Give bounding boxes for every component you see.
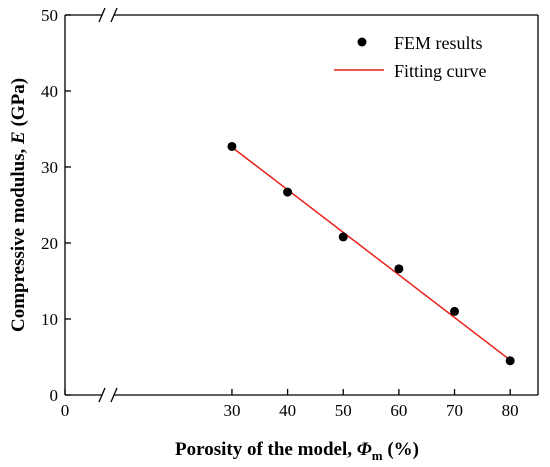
y-axis-title-symbol: E	[8, 131, 29, 145]
y-axis-title-main: Compressive modulus,	[8, 144, 29, 332]
legend-label-fem-results: FEM results	[394, 33, 483, 53]
y-tick-label: 40	[41, 82, 58, 101]
bottom-break-mark	[110, 387, 118, 403]
y-tick-label: 0	[50, 386, 59, 405]
y-tick-label: 20	[41, 234, 58, 253]
data-point	[505, 356, 515, 366]
plot-frame	[64, 7, 539, 403]
x-tick-label: 60	[390, 401, 407, 420]
x-tick-label: 80	[502, 401, 519, 420]
x-tick-label: 0	[61, 401, 70, 420]
legend-marker-fem-results	[357, 37, 367, 47]
bottom-break-mark	[98, 387, 106, 403]
data-point	[227, 141, 237, 151]
x-axis-title-unit: (%)	[383, 439, 419, 460]
y-axis-title-unit: (GPa)	[8, 78, 29, 131]
x-tick-label: 30	[223, 401, 240, 420]
x-axis-title-symbol: Φ	[357, 439, 372, 460]
data-point	[338, 232, 348, 242]
x-tick-label: 50	[335, 401, 352, 420]
y-axis-title: Compressive modulus, E (GPa)	[8, 78, 29, 332]
data-point	[283, 187, 293, 197]
data-point	[394, 264, 404, 274]
legend-label-fitting-curve: Fitting curve	[394, 61, 487, 81]
top-break-mark	[110, 7, 118, 23]
y-tick-label: 50	[41, 6, 58, 25]
x-tick-label: 70	[446, 401, 463, 420]
y-tick-label: 30	[41, 158, 58, 177]
data-point	[450, 306, 460, 316]
y-tick-label: 10	[41, 310, 58, 329]
fitting-curve-line	[231, 146, 511, 361]
top-break-mark	[98, 7, 106, 23]
axis-ticks: 0 30 40 50 60 70 80 0 10 20 30 40 50	[41, 6, 519, 420]
fem-results-series	[227, 141, 515, 366]
x-axis-title: Porosity of the model, Φm (%)	[175, 439, 419, 463]
fitting-curve-series	[231, 146, 511, 361]
legend: FEM results Fitting curve	[334, 33, 487, 81]
x-axis-title-main: Porosity of the model,	[175, 439, 357, 460]
x-tick-label: 40	[279, 401, 296, 420]
x-axis-title-subscript: m	[372, 448, 383, 463]
